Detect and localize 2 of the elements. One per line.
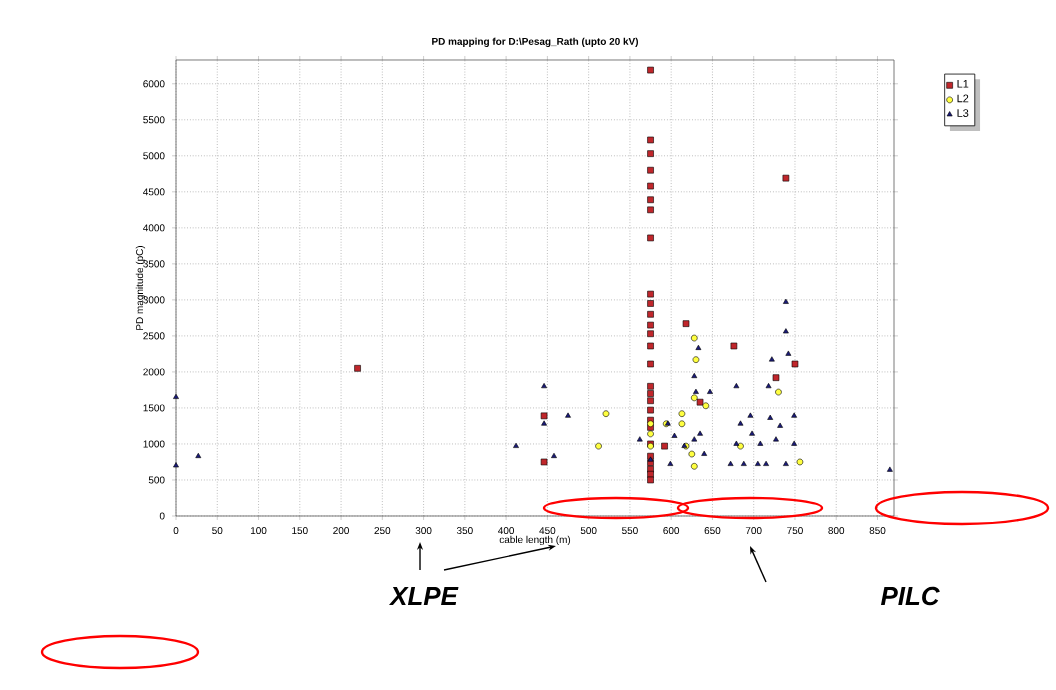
text: PILC <box>880 586 940 606</box>
text: XLPE <box>388 587 459 605</box>
